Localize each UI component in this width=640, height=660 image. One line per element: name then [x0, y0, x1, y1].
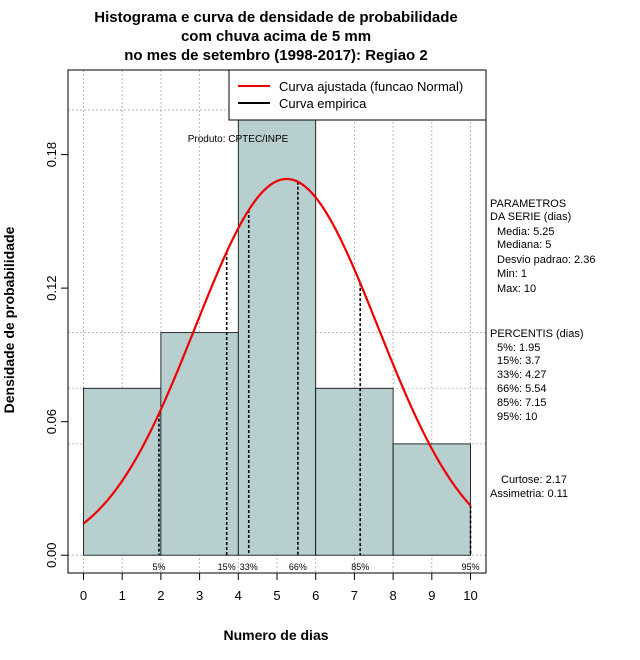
x-axis: 0 1 2 3 4 5 6 7 8 9 10 — [80, 572, 478, 603]
x-tick-label: 2 — [157, 588, 164, 603]
statistics-line: Min: 1 — [497, 268, 527, 280]
statistics-line: Desvio padrao: 2.36 — [497, 254, 595, 266]
x-axis-label: Numero de dias — [223, 627, 328, 643]
x-tick-label: 1 — [119, 588, 126, 603]
normal-curve-line — [82, 177, 472, 525]
x-tick-label: 4 — [235, 588, 242, 603]
x-tick-label: 7 — [351, 588, 358, 603]
statistics-line: 95%: 10 — [497, 411, 537, 423]
x-tick-label: 8 — [389, 588, 396, 603]
histogram-bar — [392, 443, 471, 556]
percentile-label: 85% — [351, 562, 369, 572]
statistics-line: Assimetria: 0.11 — [490, 488, 568, 500]
percentile-label: 66% — [289, 562, 307, 572]
x-tick-label: 6 — [312, 588, 319, 603]
chart-title-line: Histograma e curva de densidade de proba… — [94, 9, 457, 26]
y-tick-label: 0.00 — [44, 543, 59, 568]
percentile-label: 5% — [152, 562, 165, 572]
chart-title-line: com chuva acima de 5 mm — [181, 28, 371, 45]
histogram-bar — [237, 109, 317, 556]
statistics-line: 66%: 5.54 — [497, 383, 547, 395]
y-axis: 0.00 0.06 0.12 0.18 — [44, 142, 69, 568]
y-tick-label: 0.12 — [44, 275, 59, 300]
chart-title: Histograma e curva de densidade de proba… — [94, 9, 457, 64]
statistics-line: Mediana: 5 — [497, 239, 551, 251]
statistics-line: 85%: 7.15 — [497, 397, 547, 409]
statistics-line: Max: 10 — [497, 283, 536, 295]
histogram-bar — [315, 387, 394, 556]
x-tick-label: 5 — [273, 588, 280, 603]
percentile-label: 33% — [240, 562, 258, 572]
statistics-line: PARAMETROS — [490, 198, 566, 210]
y-tick-label: 0.18 — [44, 142, 59, 167]
legend-label: Curva ajustada (funcao Normal) — [279, 79, 463, 94]
histogram-bar — [83, 387, 162, 556]
statistics-line: DA SERIE (dias) — [490, 211, 571, 223]
histogram-bar — [160, 332, 239, 556]
chart-title-line: no mes de setembro (1998-2017): Regiao 2 — [124, 47, 427, 64]
x-tick-label: 0 — [80, 588, 87, 603]
legend: Curva ajustada (funcao Normal) Curva empi… — [228, 69, 487, 121]
x-tick-label: 10 — [463, 588, 477, 603]
statistics-line: 15%: 3.7 — [497, 355, 540, 367]
statistics-line: 33%: 4.27 — [497, 369, 547, 381]
percentile-lines: 5% 15% 33% 66% 85% 95% — [152, 181, 480, 572]
percentile-label: 95% — [462, 562, 480, 572]
percentile-label: 15% — [218, 562, 236, 572]
statistics-line: 5%: 1.95 — [497, 342, 540, 354]
legend-box — [228, 69, 487, 121]
x-tick-label: 9 — [428, 588, 435, 603]
normal-curve — [82, 177, 472, 525]
histogram-bars — [83, 109, 471, 556]
statistics-line: Media: 5.25 — [497, 226, 554, 238]
legend-label: Curva empirica — [279, 96, 367, 111]
y-axis-label: Densidade de probabilidade — [1, 226, 17, 413]
statistics-line: Curtose: 2.17 — [501, 474, 567, 486]
product-annotation: Produto: CPTEC/INPE — [188, 134, 289, 145]
y-tick-label: 0.06 — [44, 409, 59, 434]
x-tick-label: 3 — [196, 588, 203, 603]
statistics-line: PERCENTIS (dias) — [490, 328, 584, 340]
